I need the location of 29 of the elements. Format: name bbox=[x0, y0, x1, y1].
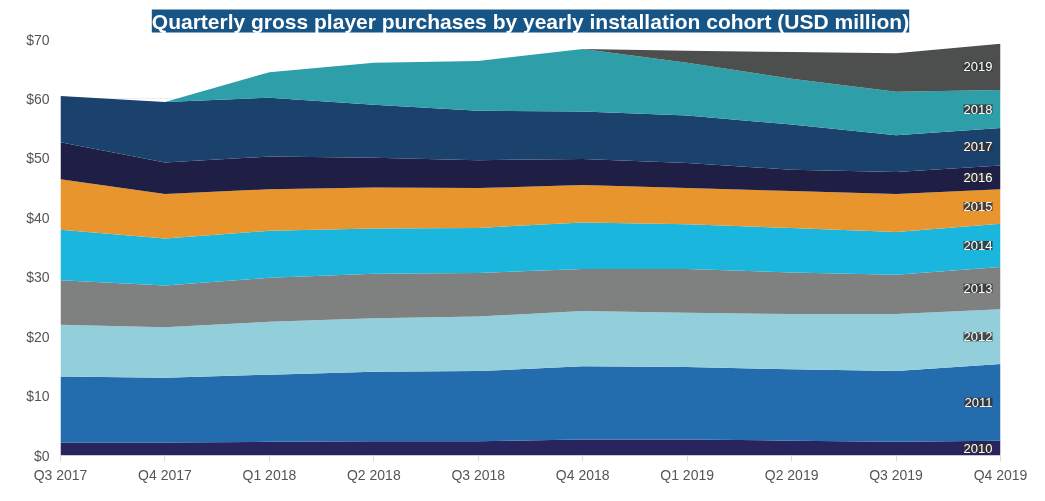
x-tick-label: Q2 2019 bbox=[764, 466, 819, 483]
series-label: 2013 bbox=[963, 280, 993, 296]
y-tick-label: $30 bbox=[26, 269, 50, 286]
x-tick-label: Q1 2019 bbox=[660, 466, 715, 483]
series-label: 2012 bbox=[963, 329, 993, 345]
y-tick-label: $40 bbox=[26, 209, 50, 226]
y-tick-label: $0 bbox=[33, 447, 50, 464]
y-tick-label: $60 bbox=[26, 90, 50, 107]
chart-title: Quarterly gross player purchases by yearly installation cohort (USD million) bbox=[151, 9, 910, 33]
series-label: 2010 bbox=[963, 440, 993, 456]
series-label: 2015 bbox=[963, 198, 993, 214]
series-label: 2014 bbox=[963, 237, 993, 253]
x-tick-label: Q3 2018 bbox=[451, 466, 506, 483]
y-tick-label: $10 bbox=[26, 388, 50, 405]
series-label: 2018 bbox=[963, 101, 993, 117]
x-tick-label: Q1 2018 bbox=[242, 466, 297, 483]
x-tick-label: Q4 2017 bbox=[138, 466, 193, 483]
series-label: 2017 bbox=[963, 139, 993, 155]
series-label: 2011 bbox=[964, 394, 993, 410]
y-tick-label: $20 bbox=[26, 328, 50, 345]
series-label: 2016 bbox=[963, 169, 993, 185]
x-tick-label: Q3 2019 bbox=[869, 466, 924, 483]
series-label: 2019 bbox=[963, 59, 993, 75]
x-tick-label: Q2 2018 bbox=[346, 466, 401, 483]
y-tick-label: $50 bbox=[26, 150, 50, 167]
x-tick-label: Q4 2018 bbox=[555, 466, 610, 483]
x-tick-label: Q3 2017 bbox=[33, 466, 88, 483]
x-tick-label: Q4 2019 bbox=[973, 466, 1028, 483]
y-tick-label: $70 bbox=[26, 31, 50, 48]
